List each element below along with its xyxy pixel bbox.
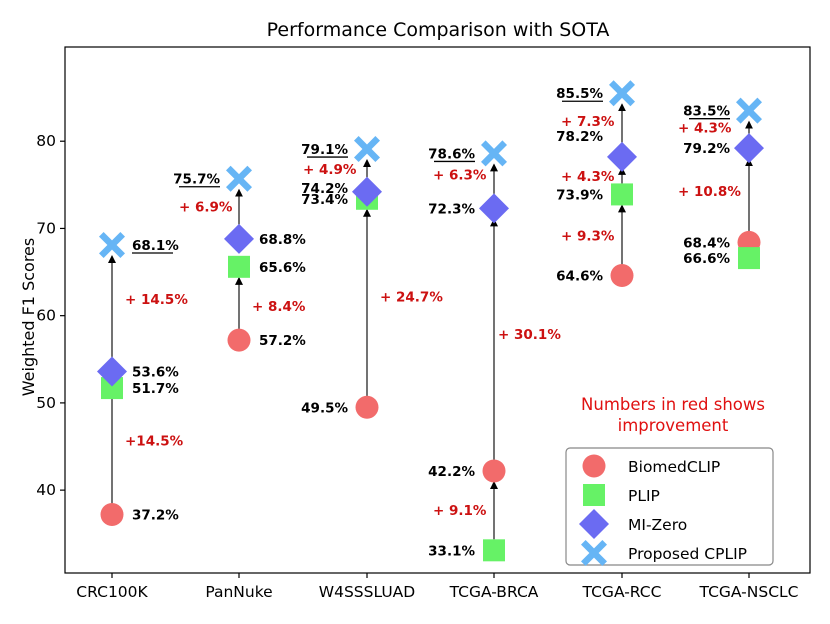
x-tick-label: TCGA-BRCA [449,583,539,601]
legend-frame [565,447,774,566]
plot-frame [64,46,811,574]
x-tick-label: CRC100K [76,583,148,601]
mi-zero-point [224,223,254,254]
improvement-label: + 6.3% [433,167,487,183]
x-tick-label: TCGA-RCC [582,583,662,601]
proposed-cplip-point [99,232,125,259]
mi-zero-point [607,141,637,172]
value-label: 33.1% [428,543,475,559]
x-tick-label: TCGA-NSCLC [699,583,799,601]
y-tick-label: 50 [36,394,56,412]
y-tick-label: 70 [36,219,56,237]
mi-zero-point [479,193,509,224]
note-line-1: Numbers in red shows [581,395,765,414]
proposed-cplip-point [609,80,635,107]
biomedclip-point [610,264,634,288]
value-label: 51.7% [132,381,179,397]
improvement-label: + 14.5% [125,292,188,308]
proposed-cplip-point [481,140,507,167]
plip-point [483,539,505,562]
value-label: 72.3% [428,201,475,217]
y-tick-label: 80 [36,132,56,150]
value-label: 74.2% [301,181,348,197]
improvement-label: + 10.8% [678,184,741,200]
biomedclip-point [100,503,124,527]
proposed-cplip-point [354,136,380,163]
value-label: 79.2% [683,141,730,157]
legend-label-plip: PLIP [628,487,660,505]
value-label: 83.5% [683,104,730,120]
x-tick-label: W4SSSLUAD [319,583,416,601]
mi-zero-point [97,356,127,387]
legend-label-proposed-cplip: Proposed CPLIP [628,545,747,563]
value-label: 37.2% [132,508,179,524]
mi-zero-point [352,176,382,207]
improvement-label: + 24.7% [380,289,443,305]
plip-point [611,183,633,206]
value-label: 68.4% [683,235,730,251]
improvement-label: + 6.9% [179,200,233,216]
legend-marker-proposed-cplip [581,540,607,566]
plip-point [101,377,123,400]
y-tick-label: 40 [36,481,56,499]
improvement-label: + 30.1% [498,327,561,343]
improvement-label: + 7.3% [561,114,615,130]
legend-marker-biomedclip [582,454,606,478]
value-label: 68.1% [132,238,179,254]
plip-point [228,255,250,278]
legend-marker-plip [583,484,605,506]
improvement-label: + 8.4% [252,299,306,315]
value-label: 73.4% [301,192,348,208]
legend-label-biomedclip: BiomedCLIP [628,458,720,476]
legend: BiomedCLIP PLIP MI-Zero Proposed CPLIP [565,447,774,566]
chart-title: Performance Comparison with SOTA [267,19,610,41]
value-label: 85.5% [556,86,603,102]
legend-marker-mi-zero [579,509,609,539]
value-label: 79.1% [301,142,348,158]
value-label: 64.6% [556,269,603,285]
value-label: 49.5% [301,400,348,416]
value-label: 42.2% [428,464,475,480]
biomedclip-point [227,328,251,352]
legend-label-mi-zero: MI-Zero [628,516,687,534]
value-label: 68.8% [259,232,306,248]
improvement-label: + 9.3% [561,228,615,244]
y-axis-label: Weighted F1 Scores [19,238,38,396]
note-line-2: improvement [618,416,729,435]
mi-zero-point [734,133,764,164]
x-tick-label: PanNuke [205,583,272,601]
biomedclip-point [355,395,379,419]
improvement-label: + 9.1% [433,503,487,519]
value-label: 65.6% [259,260,306,276]
proposed-cplip-point [736,97,762,124]
value-label: 73.9% [556,187,603,203]
value-label: 78.2% [556,129,603,145]
value-label: 53.6% [132,364,179,380]
improvement-label: + 4.3% [561,169,615,185]
value-label: 57.2% [259,333,306,349]
improvement-label: + 4.3% [678,120,732,136]
biomedclip-point [482,459,506,483]
value-label: 78.6% [428,146,475,162]
value-label: 75.7% [173,172,220,188]
improvement-label: + 4.9% [303,162,357,178]
proposed-cplip-point [226,165,252,192]
y-tick-label: 60 [36,307,56,325]
improvement-label: +14.5% [125,433,184,449]
value-label: 66.6% [683,251,730,267]
plip-point [738,247,760,270]
